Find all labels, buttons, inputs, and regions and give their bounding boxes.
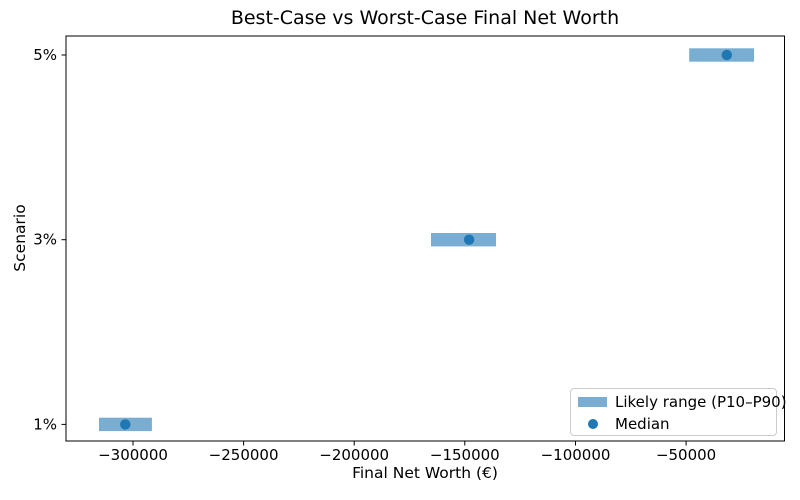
x-tick-label-1: −250000 [209,446,279,464]
x-tick-label-3: −150000 [430,446,500,464]
legend-marker-column [578,397,607,407]
range-bar-5% [689,48,754,62]
legend: Likely range (P10–P90) Median [570,388,787,436]
y-tick-label-5%: 5% [33,46,57,64]
range-bar-swatch-icon [578,397,607,407]
range-bar-3% [431,233,496,247]
legend-item-likely-range: Likely range (P10–P90) [578,391,787,413]
plot-frame [65,35,785,442]
chart-title: Best-Case vs Worst-Case Final Net Worth [230,7,620,29]
x-axis-label: Final Net Worth (€) [352,464,498,482]
legend-item-median: Median [578,413,776,435]
median-dot-3% [463,234,475,245]
legend-marker-column [578,419,607,429]
x-tick-label-4: −100000 [541,446,611,464]
x-tick-label-2: −200000 [319,446,389,464]
y-tick-label-3%: 3% [33,231,57,249]
legend-label-likely-range: Likely range (P10–P90) [615,393,787,411]
median-dot-icon [587,419,598,429]
median-dot-5% [721,49,732,61]
x-tick-label-5: −50000 [656,446,716,464]
y-tick-label-1%: 1% [33,415,57,433]
legend-label-median: Median [615,415,670,433]
median-dot-1% [120,419,131,430]
x-tick-label-0: −300000 [98,446,168,464]
